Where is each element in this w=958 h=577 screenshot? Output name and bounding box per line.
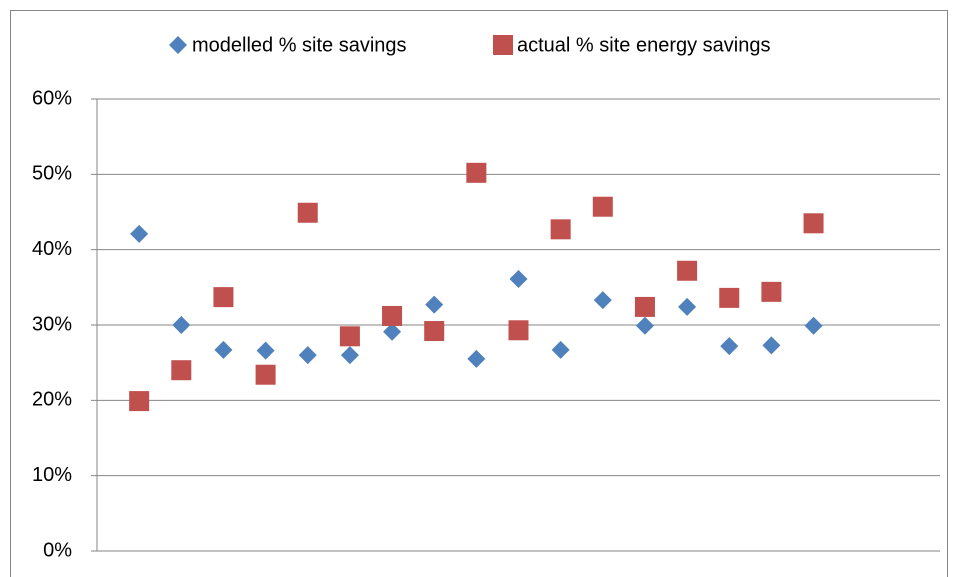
marker-diamond bbox=[425, 295, 444, 314]
marker-square bbox=[508, 320, 529, 341]
marker-diamond bbox=[256, 341, 275, 360]
marker-diamond bbox=[635, 316, 654, 335]
marker-diamond bbox=[340, 346, 359, 365]
marker-diamond bbox=[551, 340, 570, 359]
marker-square bbox=[677, 260, 698, 281]
marker-square bbox=[424, 321, 445, 342]
marker-diamond bbox=[678, 297, 697, 316]
marker-square bbox=[634, 296, 655, 317]
legend-label: actual % site energy savings bbox=[517, 34, 770, 56]
y-tick-label: 10% bbox=[32, 464, 72, 486]
marker-square bbox=[382, 305, 403, 326]
marker-diamond bbox=[298, 346, 317, 365]
marker-diamond bbox=[593, 291, 612, 310]
marker-square bbox=[213, 287, 234, 308]
marker-diamond bbox=[214, 340, 233, 359]
marker-square bbox=[592, 196, 613, 217]
marker-square bbox=[339, 326, 360, 347]
chart-frame bbox=[10, 10, 948, 577]
marker-square bbox=[255, 364, 276, 385]
marker-square bbox=[171, 360, 192, 381]
marker-square bbox=[129, 391, 150, 412]
marker-diamond bbox=[172, 316, 191, 334]
marker-diamond bbox=[804, 316, 823, 335]
marker-square bbox=[803, 213, 824, 234]
y-tick-label: 20% bbox=[32, 389, 72, 411]
marker-square bbox=[550, 219, 571, 240]
marker-square bbox=[466, 162, 487, 183]
marker-diamond bbox=[130, 224, 149, 243]
y-tick-label: 60% bbox=[32, 87, 72, 109]
y-tick-label: 50% bbox=[32, 163, 72, 185]
marker-square bbox=[761, 281, 782, 302]
marker-diamond bbox=[383, 322, 402, 341]
y-tick-label: 40% bbox=[32, 238, 72, 260]
marker-diamond bbox=[467, 349, 486, 368]
y-tick-label: 0% bbox=[43, 539, 72, 561]
marker-square bbox=[297, 202, 318, 223]
legend-label: modelled % site savings bbox=[192, 34, 407, 56]
marker-square bbox=[719, 287, 740, 308]
marker-diamond bbox=[762, 336, 781, 355]
legend-marker bbox=[493, 35, 513, 55]
y-tick-label: 30% bbox=[32, 313, 72, 335]
marker-diamond bbox=[720, 337, 739, 356]
legend-marker bbox=[169, 36, 187, 54]
marker-diamond bbox=[509, 270, 528, 289]
